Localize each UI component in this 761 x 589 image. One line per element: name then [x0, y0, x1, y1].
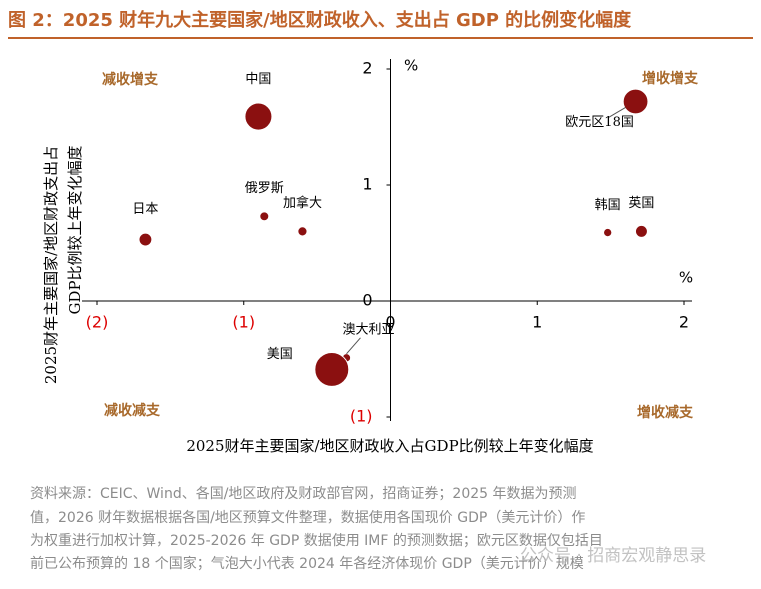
x-tick-label: (1) — [232, 313, 255, 332]
bubble — [603, 227, 613, 238]
leader-line — [346, 337, 361, 355]
point-label: 中国 — [245, 72, 271, 87]
source-note: 值，2026 财年数据根据各国/地区预算文件整理，数据使用各国现价 GDP（美元… — [30, 509, 585, 526]
point-label: 日本 — [132, 202, 158, 217]
x-tick-label: 2 — [679, 313, 689, 332]
point-label: 美国 — [267, 347, 293, 362]
bubble — [244, 102, 273, 131]
y-axis-title: GDP比例较上年变化幅度 — [66, 145, 84, 314]
x-tick-label: (2) — [86, 313, 109, 332]
bubble — [297, 226, 308, 237]
quadrant-label: 增收增支 — [642, 70, 699, 87]
quadrant-label: 增收减支 — [637, 404, 694, 421]
x-tick-label: 0 — [385, 313, 395, 332]
chart-title: 图 2：2025 财年九大主要国家/地区财政收入、支出占 GDP 的比例变化幅度 — [8, 9, 632, 31]
x-tick-label: 1 — [532, 313, 542, 332]
point-label: 英国 — [628, 196, 654, 211]
quadrant-label: 减收增支 — [102, 71, 159, 88]
source-note: 前已公布预算的 18 个国家；气泡大小代表 2024 年各经济体现价 GDP（美… — [30, 555, 584, 572]
bubble — [634, 224, 648, 238]
bubble — [314, 351, 350, 387]
y-tick-label: 0 — [362, 291, 372, 310]
point-label: 俄罗斯 — [245, 181, 284, 196]
y-axis-title: 2025财年主要国家/地区财政支出占 — [42, 146, 60, 384]
y-tick-label: (1) — [350, 407, 373, 426]
point-label: 澳大利亚 — [342, 321, 394, 337]
x-unit: % — [679, 269, 693, 287]
quadrant-label: 减收减支 — [104, 402, 161, 419]
y-tick-label: 2 — [362, 59, 372, 78]
point-label: 加拿大 — [283, 195, 322, 211]
watermark: 公众号 · 招商宏观静思录 — [520, 546, 706, 566]
x-axis-title: 2025财年主要国家/地区财政收入占GDP比例较上年变化幅度 — [186, 437, 593, 455]
point-label: 欧元区18国 — [565, 115, 634, 130]
bubble — [259, 211, 270, 222]
source-note: 为权重进行加权计算，2025-2026 年 GDP 数据使用 IMF 的预测数据… — [30, 532, 603, 549]
point-label: 韩国 — [595, 198, 621, 213]
y-tick-label: 1 — [362, 175, 372, 194]
source-note: 资料来源：CEIC、Wind、各国/地区政府及财政部官网，招商证券；2025 年… — [30, 486, 577, 502]
bubble — [138, 232, 153, 247]
bubble — [622, 88, 649, 115]
y-unit: % — [404, 57, 418, 75]
leader-line — [608, 107, 626, 118]
